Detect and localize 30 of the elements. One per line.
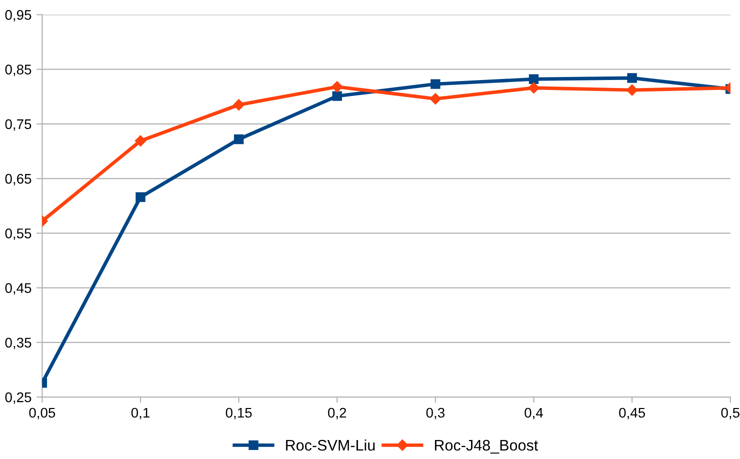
point xyxy=(134,135,146,146)
point xyxy=(332,91,342,101)
legend-label: Roc-J48_Boost xyxy=(434,440,538,454)
y-tick-label: 0,85 xyxy=(5,64,32,76)
point xyxy=(234,134,244,144)
legend-label: Roc-SVM-Liu xyxy=(286,439,375,451)
x-tick-label: 0,45 xyxy=(619,408,645,420)
y-tick-label: 0,75 xyxy=(5,119,32,131)
point xyxy=(528,74,539,84)
point xyxy=(430,93,442,104)
y-tick-label: 0,55 xyxy=(5,228,32,240)
x-tick-label: 0,05 xyxy=(29,408,56,420)
point xyxy=(233,99,244,110)
y-tick-label: 0,45 xyxy=(5,283,32,295)
x-tick-label: 0,2 xyxy=(328,408,346,420)
point xyxy=(627,73,637,83)
x-tick-label: 0,4 xyxy=(524,408,543,420)
x-tick-label: 0,5 xyxy=(721,408,740,420)
point xyxy=(626,84,638,96)
x-tick-label: 0,3 xyxy=(426,408,444,420)
point xyxy=(332,81,343,92)
y-tick-label: 0,95 xyxy=(5,10,32,22)
point xyxy=(136,192,146,202)
y-tick-label: 0,25 xyxy=(5,392,32,404)
y-tick-label: 0,65 xyxy=(5,174,32,186)
x-tick-label: 0,15 xyxy=(226,408,252,420)
y-tick-label: 0,35 xyxy=(5,338,32,350)
point xyxy=(430,79,440,89)
x-tick-label: 0,1 xyxy=(131,408,150,420)
point xyxy=(528,82,540,94)
